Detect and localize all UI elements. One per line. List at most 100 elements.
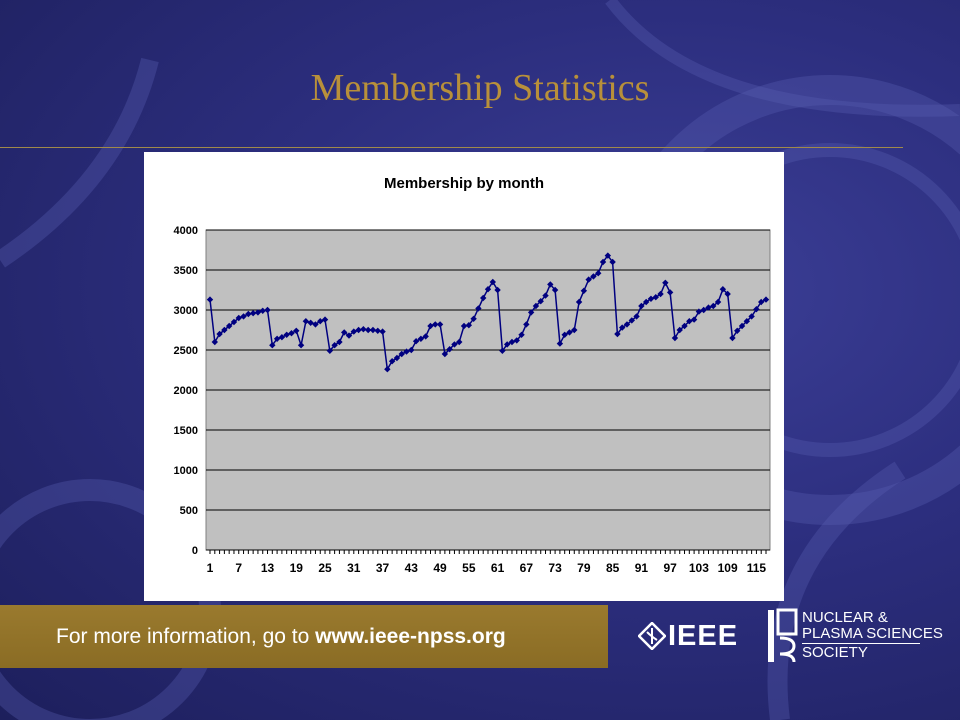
x-tick-label: 79 bbox=[577, 561, 591, 575]
x-tick-label: 115 bbox=[747, 561, 767, 575]
data-point bbox=[331, 342, 338, 349]
title-divider bbox=[0, 147, 903, 148]
data-point bbox=[676, 326, 683, 334]
data-point bbox=[551, 286, 559, 294]
data-point bbox=[225, 322, 233, 330]
slide-title: Membership Statistics bbox=[310, 67, 650, 109]
data-point bbox=[599, 258, 607, 266]
chart-panel: Membership by month 0 500 1000 1500 2000 2500… bbox=[144, 152, 784, 601]
data-point bbox=[753, 306, 760, 313]
data-point bbox=[681, 322, 688, 330]
footer-url-link[interactable]: www.ieee-npss.org bbox=[315, 625, 506, 648]
data-point bbox=[417, 335, 425, 342]
data-point bbox=[374, 327, 381, 334]
data-point bbox=[364, 326, 372, 334]
data-point bbox=[623, 321, 631, 328]
footer-prefix: For more information, go to bbox=[56, 625, 316, 648]
x-tick-label: 31 bbox=[347, 561, 361, 575]
data-point bbox=[345, 332, 353, 339]
data-point bbox=[652, 294, 659, 301]
npss-line-2: PLASMA SCIENCES bbox=[802, 625, 943, 642]
x-tick-label: 73 bbox=[548, 561, 562, 575]
data-point bbox=[393, 354, 401, 362]
data-point bbox=[657, 290, 664, 298]
data-point bbox=[465, 322, 473, 329]
data-point bbox=[758, 298, 765, 306]
data-point bbox=[321, 316, 329, 323]
y-tick-label: 0 bbox=[192, 545, 198, 557]
data-point bbox=[729, 334, 736, 342]
npss-line-3: SOCIETY bbox=[802, 644, 868, 661]
data-point bbox=[662, 279, 669, 286]
data-point bbox=[508, 338, 516, 346]
data-point bbox=[446, 346, 453, 353]
data-point bbox=[360, 326, 367, 333]
data-point bbox=[408, 346, 415, 354]
y-tick-label: 2000 bbox=[174, 385, 198, 397]
data-point bbox=[724, 290, 731, 298]
data-point bbox=[336, 338, 343, 346]
x-tick-label: 109 bbox=[718, 561, 738, 575]
data-point bbox=[259, 307, 266, 314]
y-tick-label: 1000 bbox=[174, 465, 198, 477]
x-tick-label: 103 bbox=[689, 561, 709, 575]
data-point bbox=[542, 292, 549, 299]
data-point bbox=[480, 294, 487, 302]
data-point bbox=[580, 287, 588, 294]
data-point bbox=[432, 321, 439, 328]
data-point bbox=[523, 321, 530, 328]
data-point bbox=[456, 338, 463, 346]
data-point bbox=[235, 314, 242, 322]
data-point bbox=[690, 316, 698, 323]
y-tick-label: 3000 bbox=[174, 305, 198, 317]
data-point bbox=[211, 338, 218, 346]
data-point bbox=[642, 298, 650, 306]
x-tick-label: 67 bbox=[520, 561, 534, 575]
data-point bbox=[499, 347, 506, 354]
data-point bbox=[503, 341, 511, 348]
x-tick-label: 55 bbox=[462, 561, 476, 575]
x-tick-label: 1 bbox=[207, 561, 214, 575]
data-point bbox=[714, 298, 722, 306]
membership-chart: Membership by month 0 500 1000 1500 2000 2500… bbox=[174, 175, 771, 575]
y-tick-label: 500 bbox=[180, 505, 198, 517]
data-point bbox=[695, 308, 703, 315]
data-point bbox=[297, 342, 305, 349]
data-point bbox=[369, 326, 377, 334]
data-point bbox=[398, 350, 405, 358]
data-point bbox=[633, 313, 640, 320]
data-point bbox=[537, 298, 544, 305]
data-point bbox=[585, 276, 592, 283]
data-point bbox=[743, 318, 751, 325]
y-axis-ticks: 0 500 1000 1500 2000 2500 3000 3500 4000 bbox=[174, 225, 198, 557]
npss-logo: NUCLEAR & PLASMA SCIENCES SOCIETY bbox=[766, 608, 943, 664]
data-point bbox=[422, 333, 429, 340]
data-point bbox=[666, 289, 674, 296]
data-point bbox=[441, 350, 449, 358]
data-point bbox=[355, 326, 362, 334]
data-point bbox=[240, 313, 247, 320]
x-tick-label: 97 bbox=[663, 561, 677, 575]
x-tick-label: 37 bbox=[376, 561, 390, 575]
data-point bbox=[460, 322, 468, 330]
data-point bbox=[614, 330, 621, 338]
data-point bbox=[475, 305, 482, 312]
data-point bbox=[527, 309, 535, 316]
data-point bbox=[436, 321, 444, 328]
data-point bbox=[245, 310, 252, 318]
y-tick-label: 1500 bbox=[174, 425, 198, 437]
data-point bbox=[388, 358, 396, 365]
data-point bbox=[230, 318, 238, 326]
npss-line-1: NUCLEAR & bbox=[802, 609, 888, 626]
data-point bbox=[710, 302, 717, 310]
data-point bbox=[566, 329, 573, 336]
x-tick-label: 19 bbox=[290, 561, 304, 575]
ieee-wordmark: IEEE bbox=[668, 620, 739, 652]
x-tick-label: 25 bbox=[318, 561, 332, 575]
data-point bbox=[269, 342, 276, 349]
data-point bbox=[700, 306, 707, 314]
data-point bbox=[494, 286, 501, 294]
data-point bbox=[341, 329, 348, 336]
x-tick-label: 91 bbox=[635, 561, 649, 575]
data-point bbox=[575, 298, 583, 306]
